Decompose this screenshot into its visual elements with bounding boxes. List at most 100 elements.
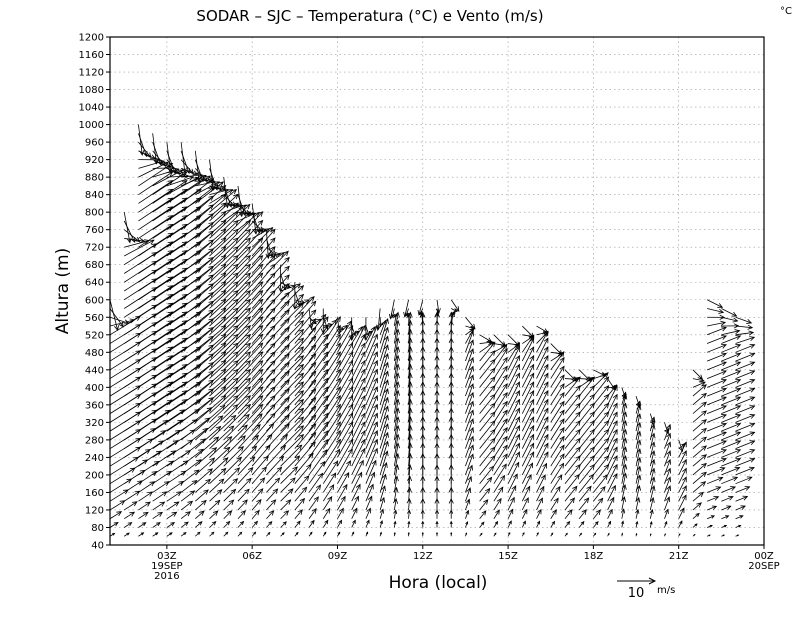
wind-vector xyxy=(692,369,704,380)
wind-vector xyxy=(280,532,285,537)
wind-vector xyxy=(223,203,251,230)
wind-vector xyxy=(152,460,175,476)
wind-vector xyxy=(294,299,311,309)
wind-vector xyxy=(152,355,188,379)
wind-vector xyxy=(735,361,756,371)
wind-vector xyxy=(521,462,533,484)
y-tick-label: 1160 xyxy=(79,50,104,61)
wind-vector xyxy=(294,353,317,379)
wind-vector xyxy=(493,356,508,379)
wind-vector xyxy=(280,293,305,318)
wind-vector xyxy=(507,389,520,414)
wind-vector xyxy=(465,487,472,502)
wind-vector xyxy=(706,486,722,493)
wind-vector xyxy=(223,435,246,458)
wind-vector xyxy=(195,202,227,230)
wind-vector xyxy=(406,498,412,510)
wind-vector xyxy=(465,520,469,528)
y-axis-ticks: 40 80 120 160 200 240 280 320 360 400 440 480 520 560… xyxy=(79,33,110,552)
wind-vector xyxy=(578,532,583,537)
wind-vector xyxy=(195,404,226,432)
y-tick-label: 880 xyxy=(85,173,104,184)
wind-vector xyxy=(365,386,378,414)
wind-vector xyxy=(706,515,716,520)
wind-vector xyxy=(223,177,230,209)
wind-vector xyxy=(322,531,327,537)
wind-vector xyxy=(593,474,608,493)
wind-vector xyxy=(635,532,638,537)
wind-vector xyxy=(434,509,440,519)
wind-vector xyxy=(664,441,672,458)
wind-vector xyxy=(507,442,520,467)
wind-vector xyxy=(223,424,248,449)
wind-vector xyxy=(294,299,306,304)
wind-vector xyxy=(280,455,301,476)
wind-vector xyxy=(607,437,618,458)
wind-vector xyxy=(349,317,355,341)
wind-vector xyxy=(237,395,264,423)
wind-vector xyxy=(664,508,669,519)
wind-vector xyxy=(578,463,595,484)
wind-vector xyxy=(607,378,616,391)
wind-vector xyxy=(493,409,508,432)
wind-vector xyxy=(152,223,188,248)
wind-vector xyxy=(166,480,185,493)
wind-vector xyxy=(706,457,727,467)
wind-vector xyxy=(550,435,565,458)
wind-vector xyxy=(664,467,672,484)
wind-vector xyxy=(735,440,756,450)
wind-vector xyxy=(706,405,727,414)
wind-vector xyxy=(278,264,284,293)
wind-vector xyxy=(550,485,561,502)
wind-vector xyxy=(692,502,702,511)
wind-vector xyxy=(237,325,264,353)
wind-vector xyxy=(536,425,549,449)
wind-vector xyxy=(735,378,756,388)
wind-vector xyxy=(479,499,489,511)
wind-vector xyxy=(237,219,264,248)
wind-vector xyxy=(706,440,727,450)
wind-vector xyxy=(322,317,329,330)
wind-vector xyxy=(521,363,535,388)
wind-vector xyxy=(365,412,378,441)
wind-vector xyxy=(251,531,257,537)
wind-vector xyxy=(564,485,578,502)
y-tick-label: 520 xyxy=(85,330,104,341)
wind-vector xyxy=(251,498,262,511)
wind-vector xyxy=(195,246,227,274)
wind-vector xyxy=(152,491,168,502)
wind-vector xyxy=(692,410,707,423)
wind-vector xyxy=(607,384,618,397)
wind-vector xyxy=(621,532,624,537)
wind-vector xyxy=(735,336,756,344)
wind-vector xyxy=(294,296,315,318)
wind-vector xyxy=(266,466,283,484)
x-axis-label: Hora (local) xyxy=(389,573,488,593)
wind-vector xyxy=(607,402,618,423)
wind-vector xyxy=(223,499,235,511)
wind-vector xyxy=(294,423,317,449)
wind-vector xyxy=(678,507,685,519)
wind-vector xyxy=(692,401,707,414)
wind-vector xyxy=(251,466,267,484)
wind-vector xyxy=(493,435,508,458)
wind-vector xyxy=(706,343,727,353)
wind-vector xyxy=(649,458,656,476)
wind-vector xyxy=(393,452,400,475)
wind-vector xyxy=(152,450,177,467)
y-tick-label: 600 xyxy=(85,295,104,306)
y-tick-label: 360 xyxy=(85,400,104,411)
wind-vector xyxy=(337,359,354,388)
wind-vector xyxy=(721,352,742,362)
wind-vector xyxy=(564,520,571,528)
wind-vector xyxy=(465,391,474,414)
wind-vector xyxy=(180,142,187,174)
wind-vector xyxy=(706,361,727,371)
wind-vector xyxy=(223,333,251,362)
wind-vector xyxy=(607,446,618,467)
wind-vector xyxy=(294,463,312,484)
wind-vector xyxy=(237,342,264,371)
wind-vector xyxy=(195,181,225,204)
wind-vector xyxy=(593,520,599,528)
